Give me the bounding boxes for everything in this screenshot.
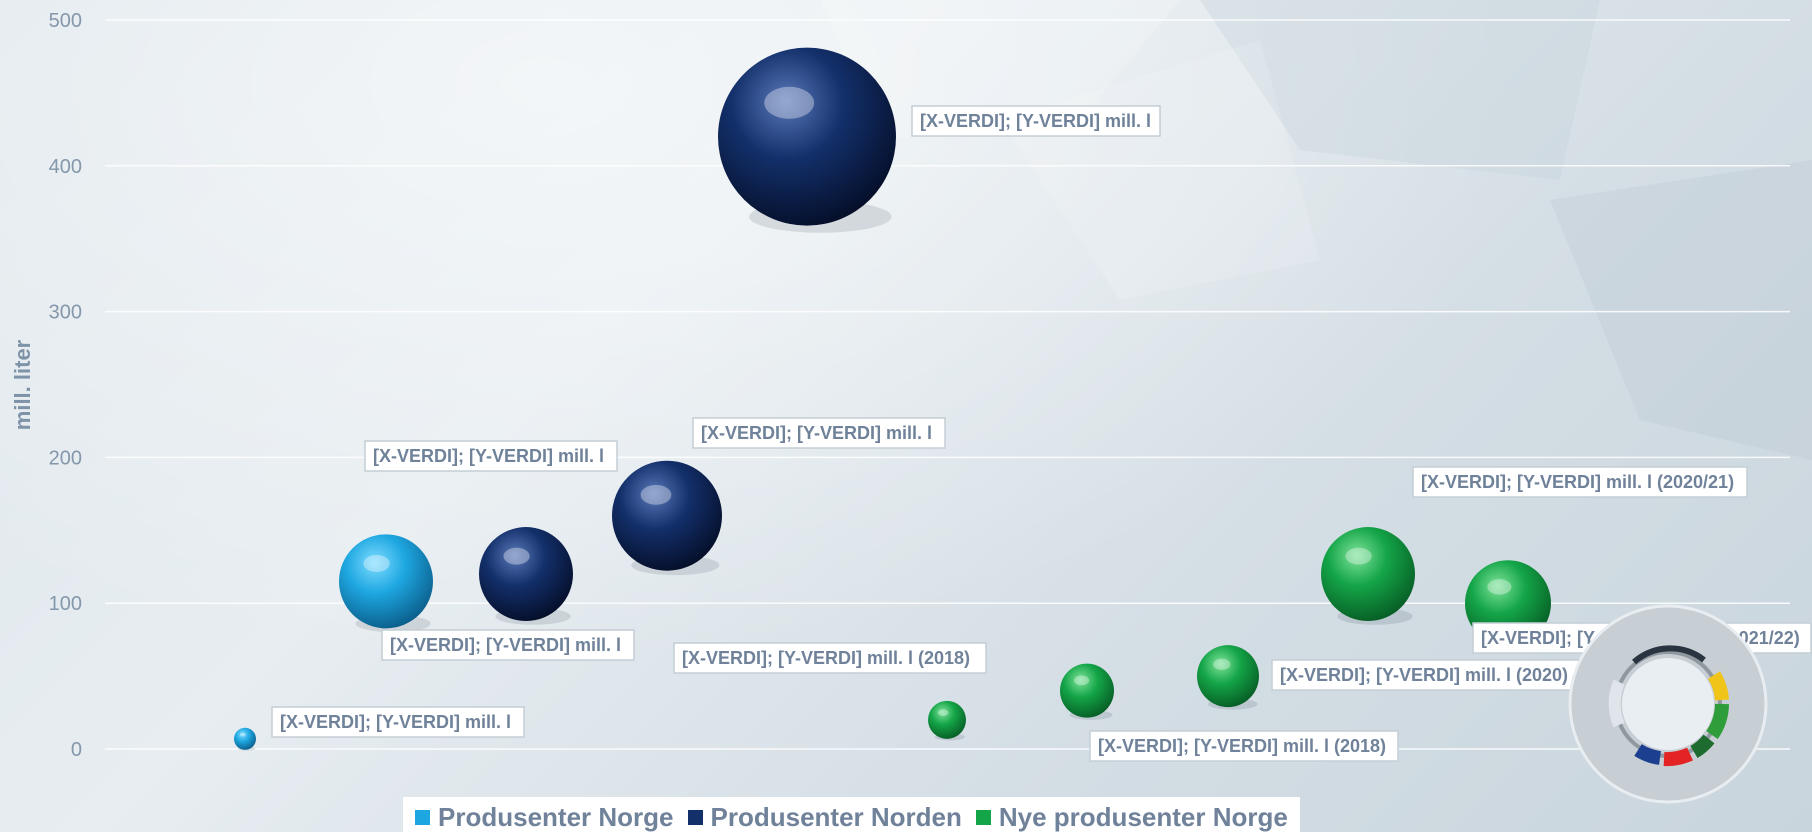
y-tick-label: 400 xyxy=(49,156,82,178)
y-tick-label: 500 xyxy=(49,10,82,32)
data-label: [X-VERDI]; [Y-VERDI] mill. l xyxy=(373,446,604,466)
legend-item-nye-produsenter-norge: Nye produsenter Norge xyxy=(975,801,1288,832)
y-tick-label: 0 xyxy=(71,739,82,761)
data-label-box xyxy=(1412,466,1748,498)
bubble-highlight xyxy=(1213,658,1231,670)
legend-swatch xyxy=(415,809,430,825)
y-tick-label: 200 xyxy=(49,447,82,469)
data-label: [X-VERDI]; [Y-VERDI] mill. l xyxy=(920,111,1151,131)
bubble-point xyxy=(612,460,722,571)
bubble-highlight xyxy=(764,86,815,119)
data-label-box xyxy=(271,706,525,738)
bubble-point xyxy=(479,527,573,622)
y-tick-label: 300 xyxy=(49,302,82,324)
data-label-box xyxy=(1089,730,1399,762)
legend-item-produsenter-norge: Produsenter Norge xyxy=(415,802,674,832)
data-label: [X-VERDI]; [Y-VERDI] mill. l xyxy=(701,423,932,443)
data-label-box xyxy=(911,105,1161,137)
bubble-highlight xyxy=(937,709,949,717)
data-label-box xyxy=(364,440,618,472)
bubble-point xyxy=(1197,645,1259,708)
bubble-highlight xyxy=(363,555,390,572)
legend-label: Nye produsenter Norge xyxy=(998,801,1288,832)
bubble-point xyxy=(339,534,433,629)
y-axis-label: mill. liter xyxy=(10,339,35,430)
data-label-box xyxy=(381,629,635,661)
data-label-box xyxy=(692,417,946,449)
data-label-box xyxy=(673,642,987,674)
bubble-highlight xyxy=(1345,547,1372,565)
bubble-highlight xyxy=(1487,579,1512,595)
legend-swatch xyxy=(975,809,991,825)
bubble-point xyxy=(1060,663,1114,718)
bubble-point xyxy=(928,700,966,739)
data-label: [X-VERDI]; [Y-VERDI] mill. l xyxy=(280,712,511,732)
data-label: [X-VERDI]; [Y-VERDI] mill. l (2018) xyxy=(1098,736,1386,756)
bubble-highlight xyxy=(1074,675,1090,686)
data-label: [X-VERDI]; [Y-VERDI] mill. l (2020/21) xyxy=(1421,472,1734,492)
data-label: [X-VERDI]; [Y-VERDI] mill. l (2020) xyxy=(1280,665,1568,685)
data-label-box xyxy=(1271,659,1583,691)
bubble-point xyxy=(234,727,256,750)
bubble-point xyxy=(718,47,896,226)
y-tick-label: 100 xyxy=(49,593,82,615)
ring-logo-icon xyxy=(1568,604,1768,804)
bubble-highlight xyxy=(239,732,246,737)
bubble-highlight xyxy=(640,484,672,505)
bubble-point xyxy=(1321,527,1415,622)
legend-label: Produsenter Norge xyxy=(438,801,674,832)
bubble-highlight xyxy=(503,547,530,565)
data-label: [X-VERDI]; [Y-VERDI] mill. l (2018) xyxy=(682,648,970,668)
data-label: [X-VERDI]; [Y-VERDI] mill. l xyxy=(390,635,621,655)
legend-swatch xyxy=(687,809,703,825)
legend-item-produsenter-norden: Produsenter Norden xyxy=(687,801,962,832)
legend-label: Produsenter Norden xyxy=(710,801,962,832)
chart-legend: Produsenter Norge Produsenter Norden Nye… xyxy=(403,797,1300,832)
